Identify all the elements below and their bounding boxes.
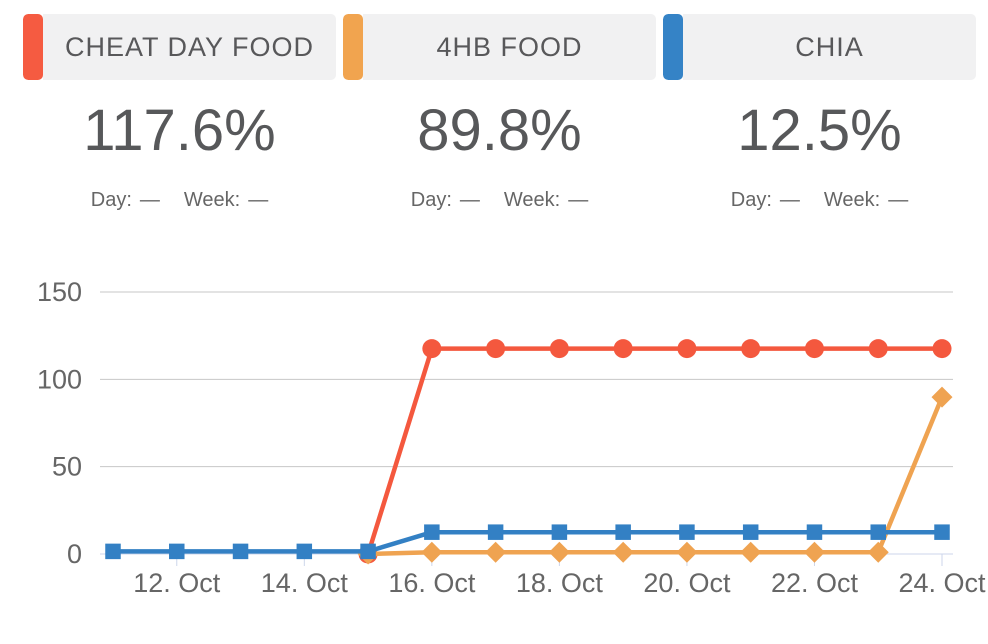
legend-card-cheat-day-food: CHEAT DAY FOOD 117.6% Day: — Week: — [23, 14, 336, 212]
legend-cards-row: CHEAT DAY FOOD 117.6% Day: — Week: — 4HB… [0, 0, 988, 212]
data-point[interactable] [421, 541, 443, 563]
series-line [110, 529, 945, 554]
series-stats: Day: — Week: — [343, 188, 656, 212]
y-axis-label: 0 [67, 539, 82, 569]
legend-card-chia: CHIA 12.5% Day: — Week: — [663, 14, 976, 212]
x-axis-label: 14. Oct [261, 568, 349, 598]
data-point[interactable] [870, 524, 886, 540]
series-current-value: 89.8% [417, 98, 582, 163]
series-color-swatch-4hb-food [343, 14, 363, 80]
day-stat-label: Day: [410, 189, 452, 211]
week-stat-value: — [248, 189, 269, 211]
series-current-value: 117.6% [83, 98, 276, 163]
data-point[interactable] [806, 524, 823, 540]
chart-svg: 0 50 100 150 12. Oct 14. Oct 16. Oct 18. Oct 20.… [37, 277, 986, 598]
x-axis-label: 16. Oct [388, 568, 476, 598]
series-current-value: 12.5% [737, 98, 902, 163]
data-point[interactable] [742, 524, 759, 540]
series-stats: Day: — Week: — [663, 188, 976, 212]
data-point[interactable] [868, 339, 888, 359]
data-point[interactable] [867, 541, 889, 563]
y-axis-label: 50 [52, 452, 82, 482]
week-stat-value: — [568, 189, 589, 211]
x-axis-label: 22. Oct [771, 568, 859, 598]
data-point[interactable] [615, 524, 631, 540]
data-point[interactable] [232, 543, 249, 560]
data-point[interactable] [105, 543, 121, 560]
day-stat-label: Day: [730, 189, 772, 211]
y-axis-label: 100 [37, 364, 82, 394]
x-axis-label: 20. Oct [643, 568, 731, 598]
data-point[interactable] [486, 339, 506, 359]
x-axis-label: 12. Oct [133, 568, 221, 598]
data-point[interactable] [360, 543, 376, 560]
data-point[interactable] [548, 541, 570, 563]
data-point[interactable] [931, 386, 953, 408]
x-axis-label: 24. Oct [898, 568, 986, 598]
data-point[interactable] [422, 339, 442, 359]
data-point[interactable] [487, 524, 504, 540]
data-point[interactable] [613, 339, 633, 359]
series-color-swatch-chia [663, 14, 683, 80]
legend-card-4hb-food: 4HB FOOD 89.8% Day: — Week: — [343, 14, 656, 212]
data-point[interactable] [424, 524, 440, 540]
legend-item-chia[interactable]: CHIA [663, 14, 976, 80]
data-point[interactable] [169, 543, 185, 560]
series-label: CHEAT DAY FOOD [43, 14, 336, 80]
day-stat-label: Day: [90, 189, 132, 211]
data-point[interactable] [741, 339, 761, 359]
data-point[interactable] [676, 541, 698, 563]
day-stat-value: — [459, 189, 480, 211]
chart-area: 0 50 100 150 12. Oct 14. Oct 16. Oct 18. Oct 20.… [0, 270, 988, 644]
data-point[interactable] [934, 524, 950, 540]
week-stat-label: Week: [823, 189, 881, 211]
legend-item-cheat-day-food[interactable]: CHEAT DAY FOOD [23, 14, 336, 80]
day-stat-value: — [139, 189, 160, 211]
week-stat-label: Week: [503, 189, 561, 211]
data-point[interactable] [485, 541, 507, 563]
data-point[interactable] [549, 339, 569, 359]
series-line [365, 394, 945, 557]
week-stat-value: — [888, 189, 909, 211]
series-stats: Day: — Week: — [23, 188, 336, 212]
data-point[interactable] [932, 339, 952, 359]
series-color-swatch-cheat-day-food [23, 14, 43, 80]
data-point[interactable] [296, 543, 313, 560]
data-point[interactable] [804, 339, 824, 359]
series-line [365, 346, 945, 557]
day-stat-value: — [779, 189, 800, 211]
legend-item-4hb-food[interactable]: 4HB FOOD [343, 14, 656, 80]
data-point[interactable] [679, 524, 695, 540]
x-axis-label: 18. Oct [516, 568, 604, 598]
series-label: 4HB FOOD [363, 14, 656, 80]
data-point[interactable] [551, 524, 568, 540]
data-point[interactable] [803, 541, 825, 563]
data-point[interactable] [740, 541, 762, 563]
data-point[interactable] [677, 339, 697, 359]
week-stat-label: Week: [183, 189, 241, 211]
series-label: CHIA [683, 14, 976, 80]
data-point[interactable] [612, 541, 634, 563]
y-axis-label: 150 [37, 277, 82, 307]
